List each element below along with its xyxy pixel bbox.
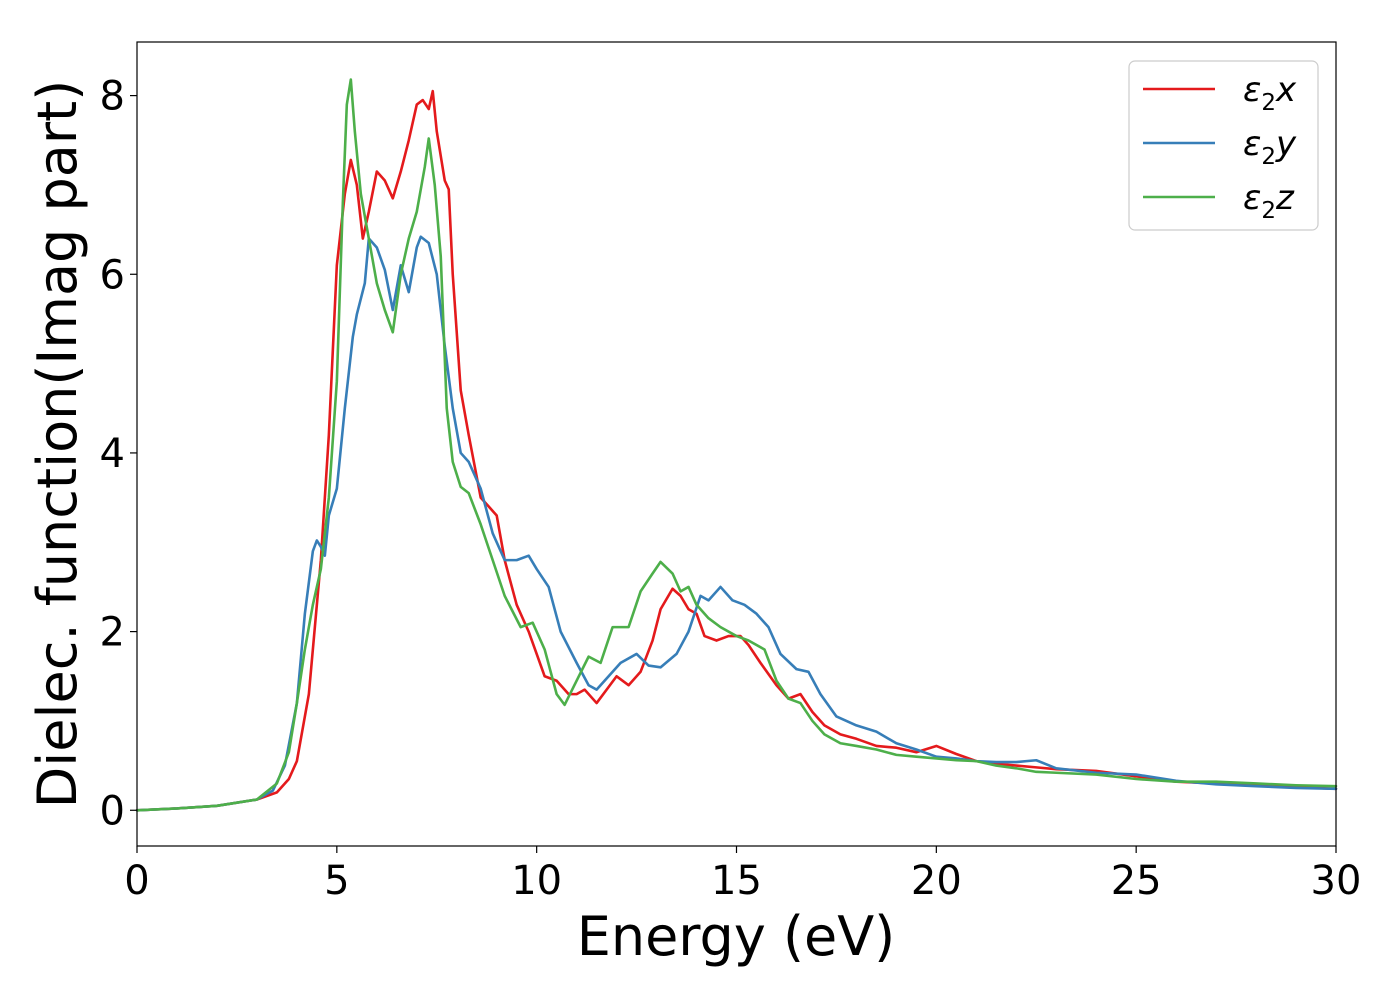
legend-label-z: ε2z bbox=[1243, 178, 1295, 224]
series-line-z bbox=[135, 78, 1338, 812]
y-tick-label: 2 bbox=[100, 610, 125, 656]
y-axis-ticks: 0 2 4 6 8 bbox=[100, 74, 137, 834]
x-tick-label: 30 bbox=[1311, 858, 1362, 904]
y-tick-label: 8 bbox=[100, 74, 125, 120]
x-axis-ticks: 0 5 10 15 20 25 30 bbox=[124, 846, 1361, 904]
series-line-y bbox=[135, 235, 1338, 812]
plot-lines bbox=[135, 78, 1338, 812]
x-axis-label: Energy (eV) bbox=[577, 905, 896, 968]
y-tick-label: 0 bbox=[100, 788, 125, 834]
legend-box bbox=[1128, 60, 1319, 231]
x-tick-label: 20 bbox=[911, 858, 962, 904]
y-tick-label: 4 bbox=[100, 431, 125, 477]
legend-entries: ε2x ε2y ε2z bbox=[1143, 70, 1297, 224]
x-tick-label: 25 bbox=[1111, 858, 1162, 904]
x-tick-label: 5 bbox=[324, 858, 349, 904]
legend-label-y: ε2y bbox=[1243, 124, 1297, 170]
legend: ε2x ε2y ε2z bbox=[1128, 60, 1319, 231]
x-tick-label: 0 bbox=[124, 858, 149, 904]
y-axis-label: Dielec. function(Imag part) bbox=[26, 80, 89, 809]
y-tick-label: 6 bbox=[100, 252, 125, 298]
series-line-x bbox=[135, 89, 1338, 812]
x-tick-label: 15 bbox=[711, 858, 762, 904]
legend-label-x: ε2x bbox=[1243, 70, 1297, 116]
x-tick-label: 10 bbox=[511, 858, 562, 904]
